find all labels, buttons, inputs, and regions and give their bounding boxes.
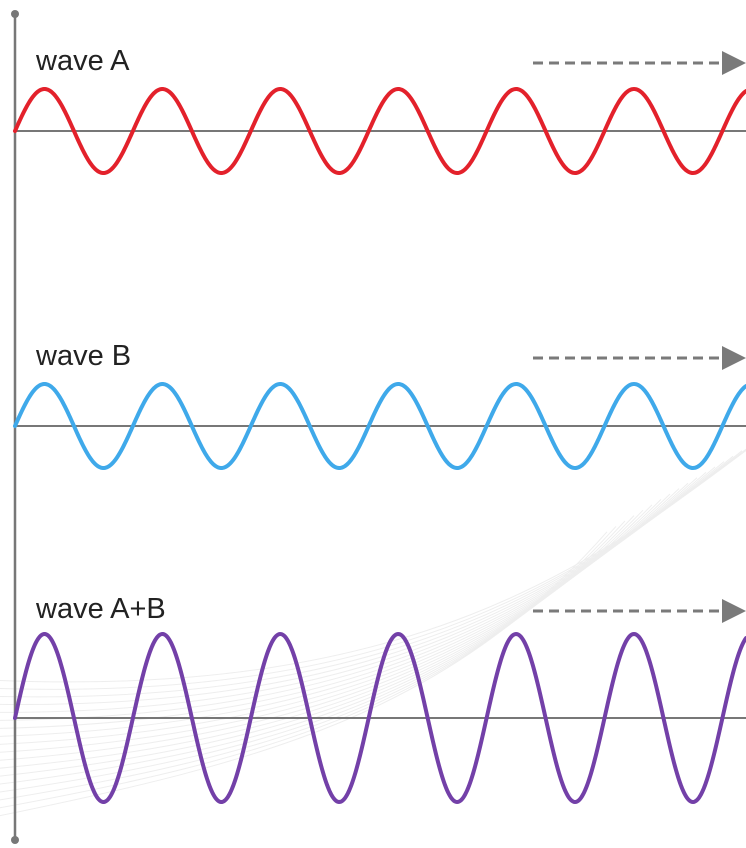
wave-a-plus-b-label: wave A+B bbox=[35, 593, 166, 625]
background-contour-line bbox=[0, 455, 734, 706]
background-contour-line bbox=[0, 526, 617, 809]
background-contour-line bbox=[0, 531, 608, 817]
background-contour-line bbox=[0, 499, 662, 769]
wave-a-plus-b-curve bbox=[13, 631, 746, 805]
background-contour-pattern bbox=[0, 448, 746, 817]
wave-a-curve bbox=[13, 86, 746, 176]
wave-b-curve bbox=[13, 381, 746, 471]
background-contour-line bbox=[0, 504, 653, 777]
axis-top-dot bbox=[11, 10, 19, 18]
dashed-arrow-right-icon bbox=[533, 346, 746, 370]
background-contour-line bbox=[0, 472, 707, 729]
wave-a-label: wave A bbox=[35, 45, 130, 77]
axis-bottom-dot bbox=[11, 836, 19, 844]
background-contour-line bbox=[0, 520, 626, 801]
wave-a-panel: wave A bbox=[13, 45, 746, 176]
background-contour-line bbox=[0, 515, 635, 793]
background-contour-line bbox=[0, 449, 746, 683]
wave-b-panel: wave B bbox=[13, 340, 746, 471]
background-contour-line bbox=[0, 477, 698, 737]
background-contour-line bbox=[0, 448, 746, 690]
wave-a-plus-b-panel: wave A+B bbox=[13, 593, 746, 805]
dashed-arrow-right-icon bbox=[533, 51, 746, 75]
dashed-arrow-right-icon bbox=[533, 599, 746, 623]
wave-b-label: wave B bbox=[35, 340, 131, 372]
